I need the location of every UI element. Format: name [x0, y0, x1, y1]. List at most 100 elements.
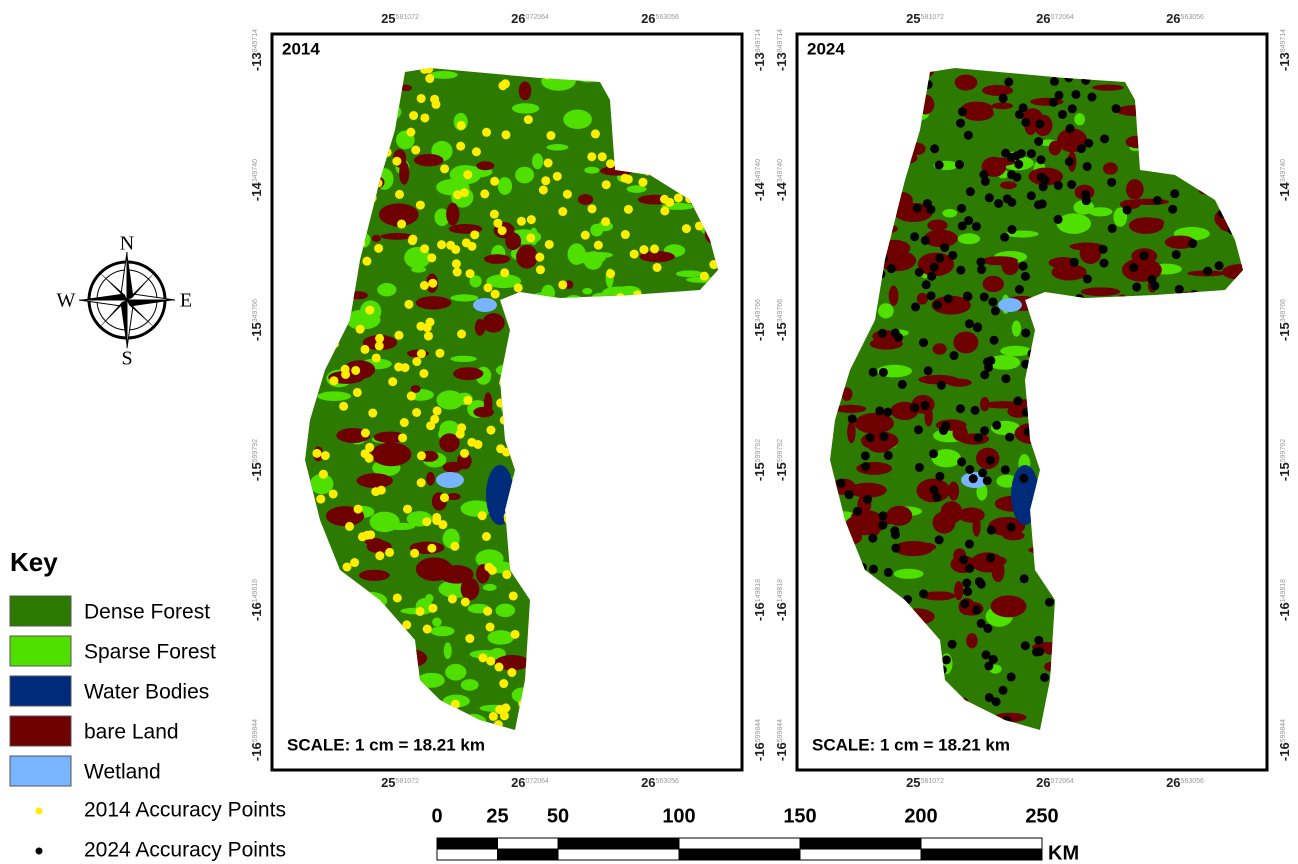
legend-title: Key — [10, 547, 58, 577]
accuracy-point — [465, 634, 474, 643]
coord-minute: 581072 — [921, 778, 944, 785]
bare-land — [1229, 124, 1250, 131]
sparse-forest — [527, 543, 559, 557]
bare-land — [1082, 706, 1103, 725]
accuracy-point — [533, 490, 542, 499]
accuracy-point — [1015, 285, 1024, 294]
accuracy-point — [1075, 294, 1084, 303]
sparse-forest — [487, 630, 514, 644]
bare-land — [1044, 662, 1062, 672]
accuracy-point — [1065, 157, 1074, 166]
accuracy-point — [911, 302, 920, 311]
sparse-forest — [701, 472, 732, 493]
sparse-forest — [1031, 392, 1060, 412]
accuracy-point — [440, 493, 449, 502]
accuracy-point — [1021, 641, 1030, 650]
bare-land — [426, 472, 435, 486]
coord-degree: -15 — [752, 322, 767, 341]
accuracy-point — [973, 322, 982, 331]
accuracy-point — [1068, 104, 1077, 113]
accuracy-point — [343, 562, 352, 571]
bare-land — [1002, 258, 1019, 275]
coord-degree: -16 — [752, 602, 767, 621]
bare-land — [530, 642, 541, 649]
accuracy-point — [624, 205, 633, 214]
accuracy-point — [516, 554, 525, 563]
accuracy-point — [498, 226, 507, 235]
accuracy-point — [835, 268, 844, 277]
accuracy-point — [553, 172, 562, 181]
sparse-forest — [611, 323, 620, 340]
bare-land — [611, 57, 648, 78]
x-coordinate: 26563056 — [1166, 11, 1204, 26]
accuracy-point — [594, 241, 603, 250]
sparse-forest — [1150, 134, 1179, 150]
accuracy-point — [552, 504, 561, 513]
accuracy-point — [598, 152, 607, 161]
bare-land — [832, 129, 856, 150]
coord-minute: 599844 — [755, 719, 762, 742]
accuracy-point — [528, 311, 537, 320]
accuracy-point — [858, 563, 867, 572]
accuracy-point — [626, 581, 635, 590]
accuracy-point — [309, 143, 318, 152]
y-coordinate: -15349766 — [752, 299, 767, 341]
accuracy-point — [1142, 420, 1151, 429]
sparse-forest — [541, 480, 551, 488]
coord-degree: -15 — [752, 462, 767, 481]
accuracy-point — [660, 110, 669, 119]
coord-degree: -14 — [752, 182, 767, 202]
wetland — [436, 472, 464, 488]
accuracy-point — [340, 260, 349, 269]
accuracy-point — [856, 74, 865, 83]
x-coordinate: 25581072 — [381, 775, 419, 790]
sparse-forest — [338, 311, 351, 326]
accuracy-point — [611, 439, 620, 448]
accuracy-point — [644, 141, 653, 150]
scale-tick-label: 200 — [904, 805, 937, 827]
sparse-forest — [501, 398, 512, 414]
sparse-forest — [354, 232, 370, 248]
accuracy-point — [918, 724, 927, 733]
bare-land — [1217, 58, 1256, 75]
bare-land — [1103, 162, 1118, 174]
accuracy-point — [1081, 190, 1090, 199]
accuracy-point — [321, 451, 330, 460]
accuracy-point — [1044, 532, 1053, 541]
bare-land — [829, 337, 839, 361]
accuracy-point — [616, 293, 625, 302]
bare-land — [1156, 491, 1174, 503]
scale-segment — [498, 849, 559, 860]
accuracy-point — [844, 706, 853, 715]
sparse-forest — [445, 664, 466, 681]
sparse-forest — [349, 310, 380, 329]
accuracy-point — [416, 607, 425, 616]
sparse-forest — [641, 73, 665, 93]
accuracy-point — [707, 530, 716, 539]
accuracy-point — [1107, 178, 1116, 187]
accuracy-point — [1034, 137, 1043, 146]
accuracy-point — [483, 283, 492, 292]
accuracy-point — [574, 701, 583, 710]
sparse-forest — [529, 292, 553, 310]
accuracy-point — [362, 257, 371, 266]
scale-segment — [800, 849, 921, 860]
accuracy-point — [302, 609, 311, 618]
coord-degree: 25 — [906, 775, 920, 790]
accuracy-point — [504, 515, 513, 524]
accuracy-point — [355, 113, 364, 122]
accuracy-point — [824, 242, 833, 251]
bare-land — [954, 581, 963, 600]
accuracy-point — [1066, 676, 1075, 685]
accuracy-point — [568, 590, 577, 599]
bare-land — [528, 435, 538, 447]
sparse-forest — [526, 674, 537, 696]
scale-segment — [800, 838, 921, 849]
sparse-forest — [391, 712, 419, 730]
accuracy-point — [848, 414, 857, 423]
accuracy-point — [365, 443, 374, 452]
accuracy-point — [1000, 233, 1009, 242]
accuracy-point — [358, 532, 367, 541]
accuracy-point — [433, 406, 442, 415]
sparse-forest — [537, 377, 566, 390]
